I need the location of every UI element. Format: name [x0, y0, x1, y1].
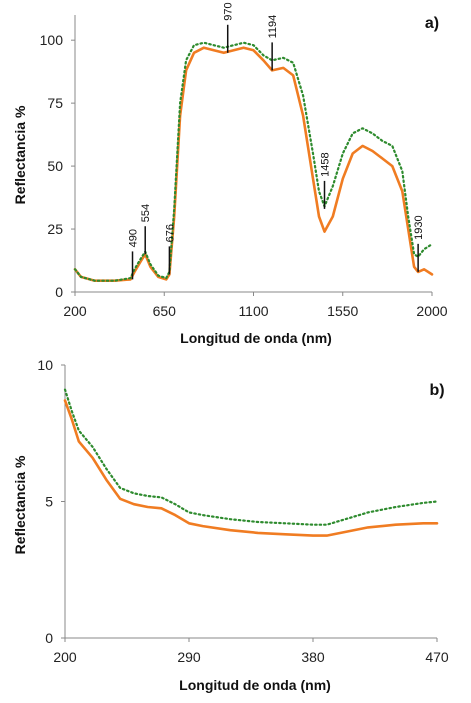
x-tick-label: 1550 — [327, 303, 358, 319]
series-line-solid — [63, 399, 439, 537]
x-tick-label: 200 — [53, 649, 77, 665]
annotation-label: 1458 — [320, 152, 332, 176]
y-tick-label: 5 — [45, 494, 53, 510]
x-tick-label: 1100 — [238, 303, 268, 319]
y-tick-label: 75 — [47, 95, 63, 111]
x-tick-label: 650 — [153, 303, 177, 319]
y-tick-label: 50 — [47, 158, 63, 174]
chart-b-series-group — [63, 388, 439, 537]
annotation-label: 970 — [223, 2, 235, 20]
chart-b-panel-label: b) — [429, 382, 444, 399]
series-line-dotted — [63, 388, 439, 526]
x-tick-label: 470 — [425, 649, 449, 665]
chart-a-y-ticks: 0 25 50 75 100 — [40, 32, 75, 300]
chart-a-y-axis-label: Reflectancia % — [12, 105, 28, 204]
chart-a-panel-label: a) — [425, 15, 439, 32]
y-tick-label: 0 — [55, 284, 63, 300]
annotation-label: 1930 — [413, 215, 425, 239]
chart-b-x-ticks: 200 290 380 470 — [53, 638, 449, 665]
x-tick-label: 200 — [63, 303, 87, 319]
chart-a-x-ticks: 200 650 1100 1550 2000 — [63, 292, 448, 319]
annotation-label: 1194 — [267, 15, 279, 39]
chart-b-y-ticks: 0 5 10 — [37, 357, 65, 646]
x-tick-label: 290 — [177, 649, 201, 665]
x-tick-label: 380 — [301, 649, 325, 665]
y-tick-label: 0 — [45, 630, 53, 646]
chart-b-x-axis-label: Longitud de onda (nm) — [179, 677, 331, 693]
annotation-label: 676 — [164, 224, 176, 242]
chart-a-x-axis-label: Longitud de onda (nm) — [180, 330, 332, 346]
y-tick-label: 10 — [37, 357, 53, 373]
annotation-label: 554 — [140, 204, 152, 222]
x-tick-label: 2000 — [416, 303, 447, 319]
chart-b: 200 290 380 470 0 5 10 b) Longitud de onda (n… — [12, 357, 449, 693]
chart-b-y-axis-label: Reflectancia % — [12, 455, 28, 554]
y-tick-label: 100 — [40, 32, 64, 48]
annotation-label: 490 — [128, 229, 140, 247]
y-tick-label: 25 — [47, 221, 63, 237]
